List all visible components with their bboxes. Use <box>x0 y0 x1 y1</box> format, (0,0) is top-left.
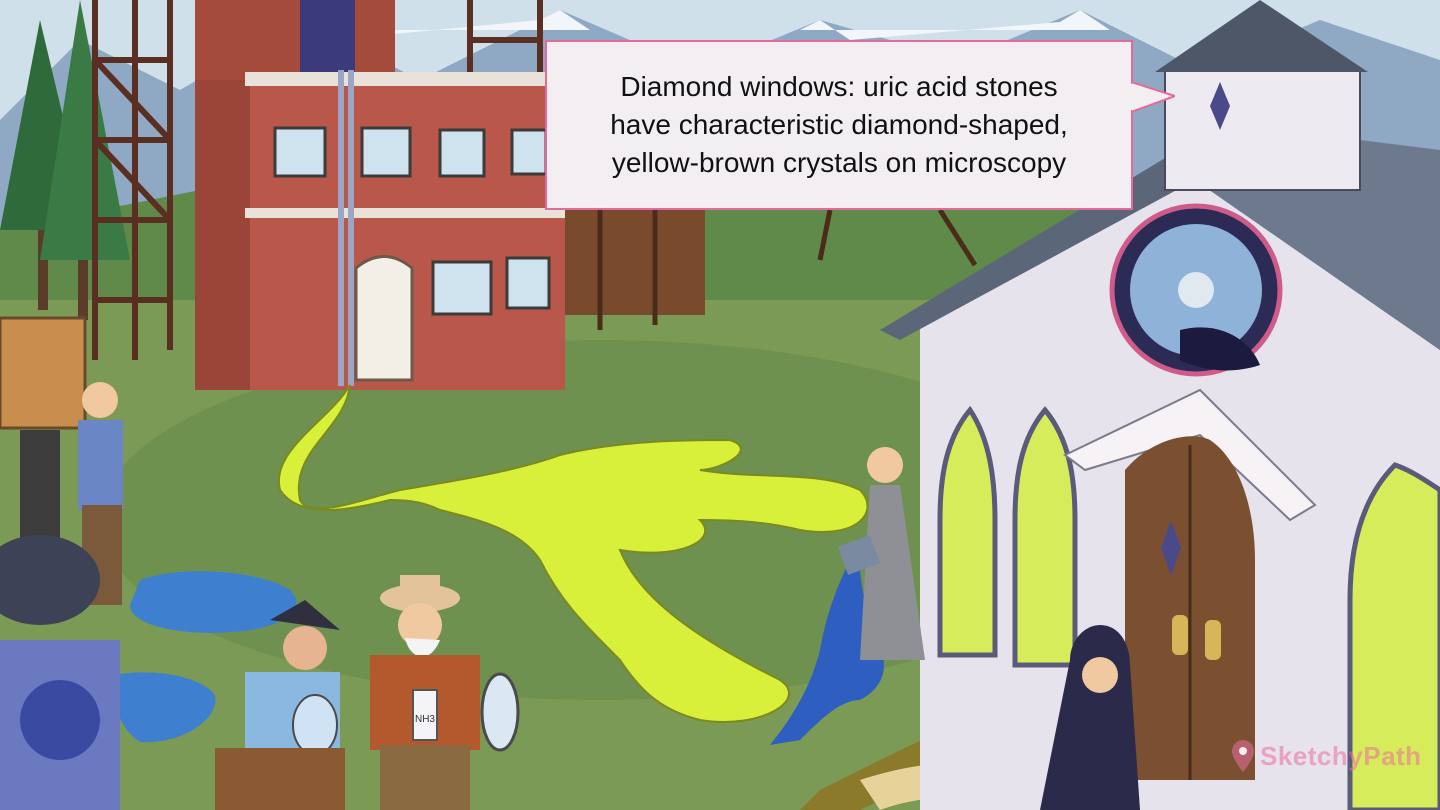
blue-puddle-lower <box>113 672 216 743</box>
pine-trees <box>0 0 130 320</box>
brick-building <box>195 0 565 390</box>
church <box>880 0 1440 810</box>
caption-callout: Diamond windows: uric acid stones have c… <box>545 40 1133 210</box>
prospector-left <box>0 535 120 810</box>
blue-pour-stream <box>770 560 884 745</box>
map-pin-icon <box>1232 740 1254 772</box>
nun-reading <box>1040 625 1140 810</box>
kneeling-miner <box>215 600 345 810</box>
sketchypath-watermark: SketchyPath <box>1232 740 1422 772</box>
yellow-acid-stream <box>277 384 869 723</box>
caption-text: Diamond windows: uric acid stones have c… <box>610 71 1068 178</box>
callout-pointer <box>1131 82 1175 114</box>
bottle-label: NH3 <box>415 714 435 725</box>
old-prospector: NH3 <box>370 575 520 810</box>
snow-caps <box>280 10 1110 40</box>
woman-pouring <box>837 447 925 660</box>
blue-puddle-left <box>130 571 297 633</box>
watermark-text: SketchyPath <box>1260 740 1422 771</box>
